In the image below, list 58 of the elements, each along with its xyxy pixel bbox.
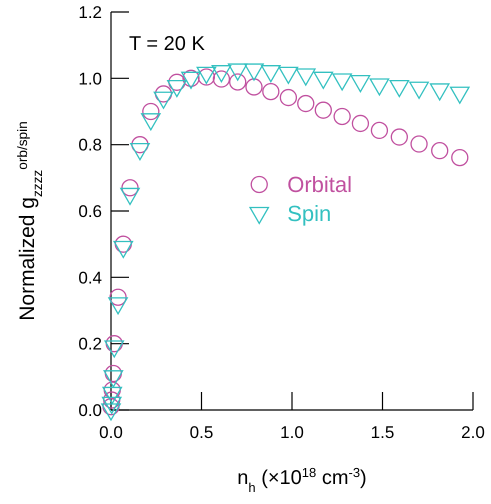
point [260, 65, 281, 82]
point [130, 142, 150, 160]
point [352, 114, 370, 132]
x-tick-label: 0.0 [99, 423, 123, 442]
point [142, 102, 160, 120]
point [140, 113, 161, 130]
point [409, 82, 429, 99]
point [120, 188, 140, 206]
point [313, 72, 334, 89]
point [370, 78, 390, 96]
point [212, 65, 232, 82]
point [297, 94, 314, 112]
x-tick-label: 1.0 [280, 423, 304, 442]
x-axis-title: n$_{h}$ (×10$^{18}$ cm$^{-3}$) [237, 464, 367, 494]
y-tick-label: 0.0 [78, 400, 102, 420]
point [389, 80, 410, 98]
legend-label: Orbital [287, 172, 352, 198]
point [431, 142, 448, 160]
point [333, 108, 351, 126]
point [280, 88, 298, 106]
annotation: T = 20 K [129, 33, 206, 55]
y-tick-label: 0.2 [78, 334, 102, 354]
legend-label: Spin [287, 201, 332, 226]
point [104, 381, 121, 399]
y-tick-label: 1.2 [78, 2, 102, 22]
point [229, 73, 246, 91]
point [168, 74, 186, 91]
y-tick-label: 1.0 [78, 69, 102, 88]
y-tick-label: 0.6 [78, 202, 102, 221]
point [244, 63, 264, 81]
point [451, 148, 468, 166]
point [121, 179, 139, 196]
point [104, 364, 122, 382]
y-tick-label: 0.8 [78, 136, 102, 155]
point [245, 78, 263, 96]
x-tick-label: 0.5 [190, 423, 214, 442]
point [314, 102, 332, 119]
point [228, 63, 248, 81]
point [154, 85, 172, 103]
point [167, 80, 187, 98]
point [131, 136, 149, 154]
point [212, 70, 230, 88]
point [430, 83, 450, 101]
point [278, 66, 298, 84]
point [332, 73, 352, 91]
point [109, 288, 127, 306]
point [262, 82, 280, 100]
point [450, 86, 470, 104]
point [370, 122, 388, 140]
point [154, 92, 174, 109]
x-tick-label: 2.0 [461, 423, 485, 442]
point [350, 75, 370, 92]
point [106, 335, 123, 352]
point [410, 135, 428, 153]
point [296, 68, 316, 86]
y-tick-label: 0.4 [78, 268, 102, 288]
x-tick-label: 1.5 [370, 423, 394, 442]
point [390, 128, 408, 146]
